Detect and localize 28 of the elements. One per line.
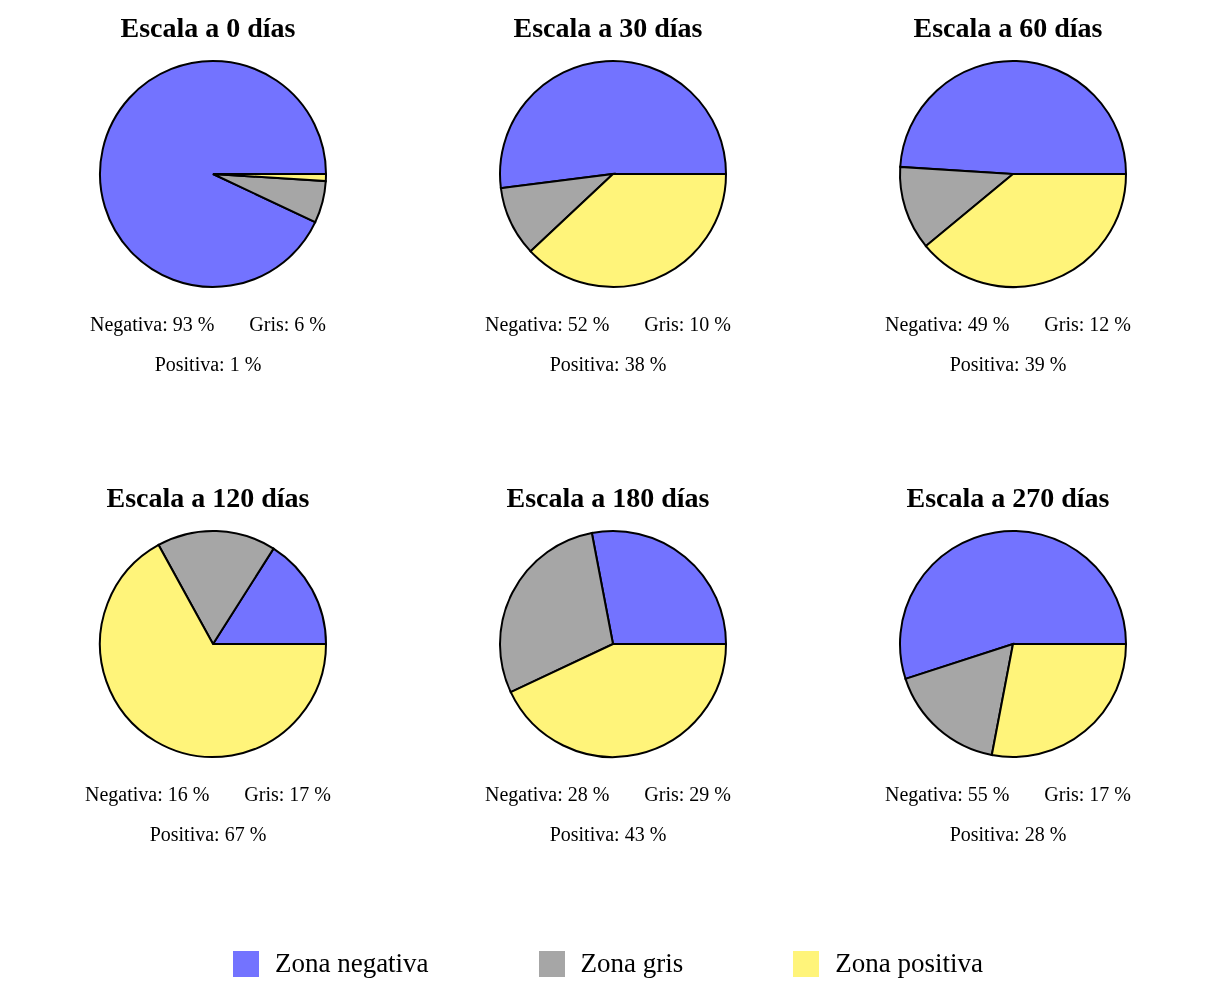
legend-label: Zona negativa	[274, 948, 429, 979]
chart-title: Escala a 120 días	[105, 482, 311, 514]
text: Negativa: 52 %	[484, 313, 610, 335]
text: Gris: 17 %	[244, 783, 332, 805]
chart-title: Escala a 180 días	[505, 482, 711, 514]
legend-label: Zona gris	[580, 948, 684, 979]
pie-slice	[99, 60, 327, 288]
text: Negativa: 16 %	[84, 783, 210, 805]
text: Negativa: 93 %	[89, 313, 215, 335]
text: Positiva: 39 %	[949, 353, 1067, 375]
chart-title: Escala a 270 días	[905, 482, 1111, 514]
text: Negativa: 49 %	[884, 313, 1010, 335]
text: Positiva: 67 %	[149, 823, 267, 845]
chart-title: Escala a 30 días	[512, 12, 704, 44]
text: Positiva: 38 %	[549, 353, 667, 375]
text: Negativa: 28 %	[484, 783, 610, 805]
text: Gris: 10 %	[644, 313, 732, 335]
text: Positiva: 43 %	[549, 823, 667, 845]
text: Positiva: 28 %	[949, 823, 1067, 845]
text: Gris: 12 %	[1044, 313, 1132, 335]
text: Gris: 29 %	[644, 783, 732, 805]
legend-label: Zona positiva	[835, 948, 984, 979]
chart-title: Escala a 0 días	[119, 12, 297, 44]
text: Positiva: 1 %	[154, 353, 262, 375]
text: Gris: 6 %	[249, 313, 327, 335]
text: Negativa: 55 %	[884, 783, 1010, 805]
text: Gris: 17 %	[1044, 783, 1132, 805]
chart-title: Escala a 60 días	[912, 12, 1104, 44]
